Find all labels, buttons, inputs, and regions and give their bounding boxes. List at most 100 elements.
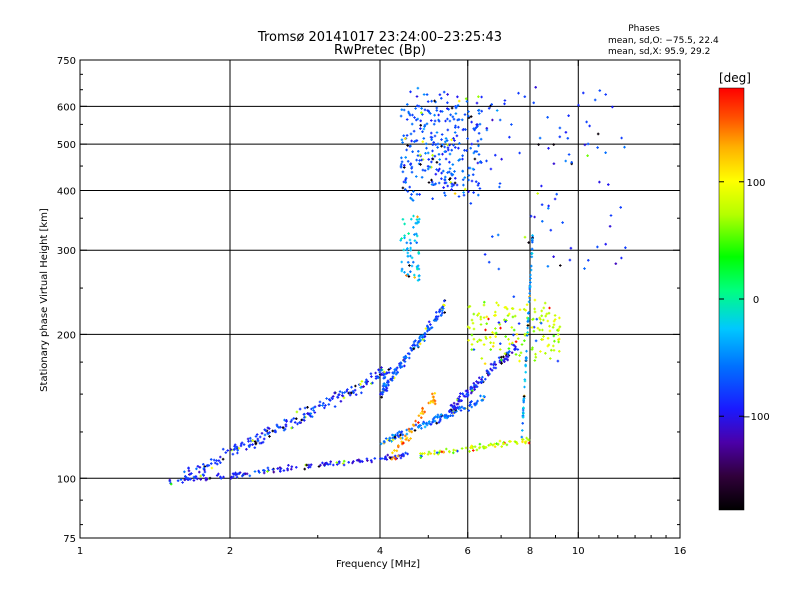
data-point xyxy=(434,143,438,146)
data-point xyxy=(456,104,460,107)
data-point xyxy=(303,406,307,410)
data-point xyxy=(455,183,459,187)
data-point xyxy=(409,246,412,250)
data-point xyxy=(451,163,455,166)
data-point xyxy=(253,446,257,449)
data-point xyxy=(533,359,537,362)
data-point xyxy=(274,430,277,434)
data-point xyxy=(539,321,543,325)
data-point xyxy=(422,137,426,140)
data-point xyxy=(482,316,486,319)
data-point xyxy=(463,176,467,179)
y-tick-label: 400 xyxy=(57,186,76,197)
data-point xyxy=(604,242,607,246)
data-point xyxy=(443,191,446,195)
data-point xyxy=(417,274,421,278)
data-point xyxy=(435,421,438,425)
data-point xyxy=(413,344,417,347)
data-point xyxy=(420,107,423,110)
data-point xyxy=(189,477,192,481)
data-point xyxy=(414,139,418,143)
data-point xyxy=(453,170,456,173)
data-point xyxy=(557,340,560,344)
data-point xyxy=(440,450,444,454)
data-point xyxy=(369,459,373,462)
data-point xyxy=(402,248,406,252)
data-point xyxy=(440,306,444,310)
data-point xyxy=(365,378,368,382)
data-point xyxy=(379,442,383,446)
data-point xyxy=(473,157,477,161)
data-point xyxy=(229,477,233,480)
data-point xyxy=(415,232,418,236)
data-point xyxy=(472,327,476,331)
data-point xyxy=(456,118,459,122)
data-point xyxy=(614,262,618,265)
data-point xyxy=(168,478,172,482)
data-point xyxy=(515,442,519,445)
data-point xyxy=(454,177,457,180)
data-point xyxy=(242,473,245,476)
data-point xyxy=(401,170,405,174)
data-point xyxy=(468,404,471,407)
data-point xyxy=(450,185,454,188)
data-point xyxy=(236,448,239,452)
data-point xyxy=(508,135,511,139)
colorbar: [deg] 100 0 −100 xyxy=(718,71,770,511)
data-point xyxy=(556,359,560,363)
data-point xyxy=(465,100,469,103)
data-point xyxy=(240,441,244,445)
data-point xyxy=(380,373,384,376)
data-point xyxy=(324,462,327,465)
data-point xyxy=(504,357,508,361)
data-point xyxy=(522,406,525,410)
data-point xyxy=(450,148,453,152)
data-point xyxy=(391,433,394,437)
data-point xyxy=(529,281,532,284)
data-point xyxy=(416,117,420,121)
data-point xyxy=(527,438,531,442)
data-point xyxy=(478,446,481,450)
data-point xyxy=(385,383,389,387)
data-point xyxy=(511,315,515,319)
data-point xyxy=(404,354,407,358)
x-tick-label: 10 xyxy=(572,546,585,557)
data-point xyxy=(203,465,207,468)
data-point xyxy=(433,392,437,395)
data-point xyxy=(384,437,388,440)
data-point xyxy=(190,472,193,475)
data-point xyxy=(476,381,480,385)
data-point xyxy=(347,461,350,464)
data-point xyxy=(393,449,396,452)
data-point xyxy=(452,143,455,147)
data-point xyxy=(418,336,421,340)
data-point xyxy=(350,391,353,395)
data-point xyxy=(406,160,410,163)
data-point xyxy=(532,101,535,105)
data-point xyxy=(512,333,515,337)
data-point xyxy=(432,141,435,144)
data-point xyxy=(409,144,412,148)
data-point xyxy=(369,372,373,375)
data-point xyxy=(414,107,417,110)
data-point xyxy=(471,173,475,176)
data-point xyxy=(470,444,473,448)
data-point xyxy=(408,356,411,360)
data-point xyxy=(568,258,572,262)
data-point xyxy=(404,451,407,455)
y-tick-label: 200 xyxy=(57,330,76,341)
data-point xyxy=(417,426,420,429)
data-point xyxy=(404,188,407,191)
data-point xyxy=(332,463,335,467)
data-point xyxy=(385,458,389,461)
data-point xyxy=(210,462,213,465)
data-point xyxy=(583,143,587,147)
data-point xyxy=(179,478,183,481)
y-tick-label: 300 xyxy=(57,246,76,257)
data-point xyxy=(570,161,573,164)
data-point xyxy=(416,343,419,347)
data-point xyxy=(183,470,186,474)
data-point xyxy=(419,456,422,459)
data-point xyxy=(312,406,315,410)
data-point xyxy=(325,397,328,400)
